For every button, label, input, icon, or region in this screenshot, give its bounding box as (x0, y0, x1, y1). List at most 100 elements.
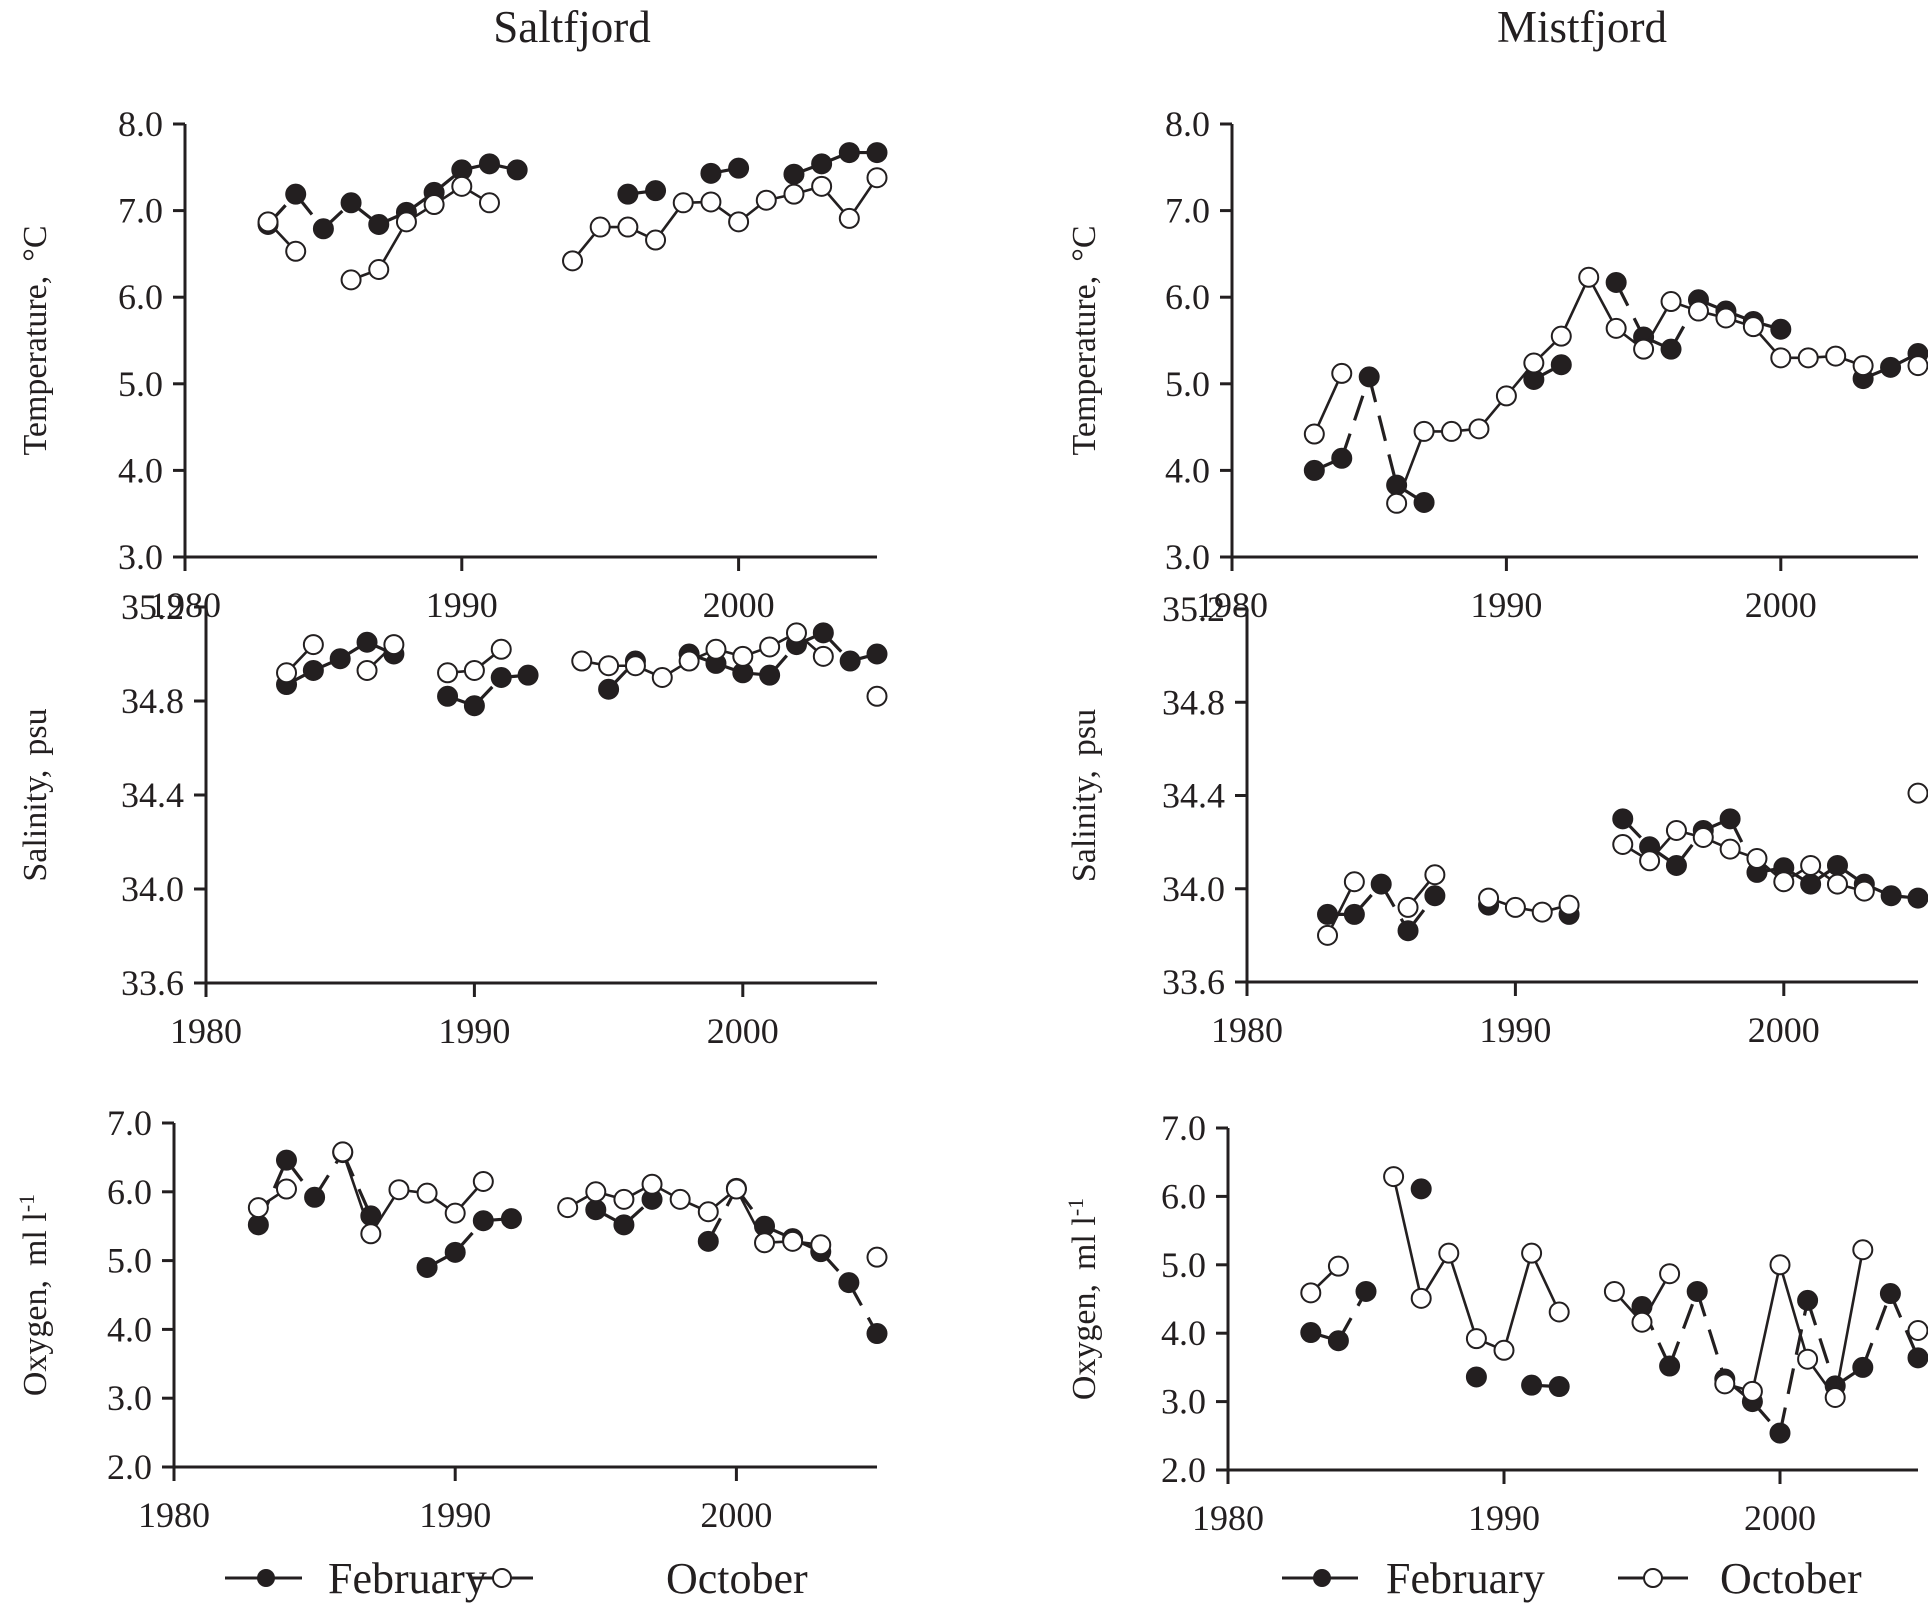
series-segment-february (1778, 1300, 1810, 1434)
data-point-february (329, 648, 351, 670)
data-point-february (1907, 1347, 1928, 1369)
data-point-october (463, 659, 485, 681)
series-segment-october (1313, 372, 1343, 435)
data-point-february (500, 1208, 522, 1230)
y-tick-label: 2.0 (1161, 1450, 1206, 1490)
data-point-february (1355, 1280, 1377, 1302)
x-tick-label: 1980 (170, 1011, 242, 1051)
data-point-february (812, 622, 834, 644)
data-point-october (589, 216, 611, 238)
data-point-february (1907, 887, 1928, 909)
data-point-october (838, 207, 860, 229)
y-axis-label: Oxygen, ml l-1 (14, 1194, 54, 1396)
data-point-october (395, 211, 417, 233)
data-point-february (700, 162, 722, 184)
data-point-february (490, 667, 512, 688)
y-tick-label: 5.0 (1161, 1245, 1206, 1285)
data-point-october (624, 655, 646, 677)
x-tick-label: 2000 (1744, 1498, 1816, 1538)
data-point-february (613, 1214, 635, 1236)
data-point-october (1770, 347, 1792, 369)
data-point-february (1343, 903, 1365, 925)
y-tick-label: 8.0 (118, 104, 163, 144)
series-october (1317, 782, 1928, 946)
legend-label-october: October (666, 1554, 808, 1603)
column-title-saltfjord: Saltfjord (493, 2, 650, 52)
legend-left: February October (225, 1554, 808, 1603)
data-point-february (416, 1256, 438, 1278)
y-tick-label: 33.6 (1162, 962, 1225, 1002)
y-axis-label-superscript: -1 (14, 1194, 39, 1212)
legend-marker-october (1643, 1568, 1663, 1588)
series-segment-february (1340, 376, 1371, 459)
y-axis-label-main: Oxygen, (1066, 1284, 1103, 1400)
data-point-october (1558, 894, 1580, 916)
series-segment-october (1502, 1252, 1533, 1351)
data-point-october (1852, 355, 1874, 377)
data-point-october (444, 1202, 466, 1224)
data-point-october (585, 1181, 607, 1203)
data-point-october (368, 258, 390, 280)
data-point-october (1410, 1287, 1432, 1309)
y-tick-label: 6.0 (1165, 277, 1210, 317)
data-point-october (356, 659, 378, 681)
data-point-february (866, 643, 888, 665)
y-tick-label: 4.0 (1165, 450, 1210, 490)
data-point-october (1687, 300, 1709, 322)
data-point-october (247, 1197, 269, 1219)
data-point-october (812, 645, 834, 667)
data-point-february (1413, 491, 1435, 513)
data-point-february (304, 1186, 326, 1208)
x-tick-label: 2000 (1745, 585, 1817, 625)
data-point-february (275, 1149, 297, 1171)
data-point-october (1714, 1373, 1736, 1395)
y-axis-label-unit: psu (17, 708, 54, 755)
data-point-february (1800, 873, 1822, 895)
data-point-october (1659, 1263, 1681, 1285)
data-point-february (444, 1241, 466, 1263)
y-tick-label: 35.2 (121, 587, 184, 627)
y-tick-label: 3.0 (118, 537, 163, 577)
data-point-october (1907, 1319, 1928, 1341)
data-point-october (1548, 1301, 1570, 1323)
data-point-october (571, 650, 593, 672)
data-point-october (1468, 418, 1490, 440)
data-point-october (1465, 1328, 1487, 1350)
series-october (1303, 266, 1928, 514)
data-point-october (416, 1182, 438, 1204)
data-point-october (810, 1234, 832, 1256)
data-point-october (1521, 1242, 1543, 1264)
y-tick-label: 6.0 (118, 277, 163, 317)
data-point-february (645, 180, 667, 202)
y-axis-label-unit: ml l (1066, 1216, 1103, 1270)
y-tick-label: 34.4 (121, 775, 184, 815)
y-axis-label-unit: psu (1066, 709, 1103, 756)
data-point-october (1639, 850, 1661, 872)
data-point-october (598, 655, 620, 677)
data-point-february (1879, 1283, 1901, 1305)
data-point-february (598, 678, 620, 700)
y-tick-label: 3.0 (107, 1378, 152, 1418)
x-tick-label: 1980 (1192, 1498, 1264, 1538)
x-tick-label: 1990 (1470, 585, 1542, 625)
data-point-february (838, 1272, 860, 1294)
data-point-october (759, 636, 781, 658)
data-point-october (755, 189, 777, 211)
data-point-october (1317, 924, 1339, 946)
data-point-october (1742, 316, 1764, 338)
data-point-february (1665, 854, 1687, 876)
data-point-february (585, 1199, 607, 1221)
y-tick-label: 3.0 (1165, 537, 1210, 577)
data-point-february (1331, 447, 1353, 469)
data-point-october (728, 211, 750, 233)
data-point-february (1548, 1376, 1570, 1398)
data-point-october (383, 634, 405, 656)
data-point-february (1370, 873, 1392, 895)
data-point-february (463, 695, 485, 717)
data-point-february (1852, 1356, 1874, 1378)
data-point-february (302, 659, 324, 681)
data-point-february (866, 142, 888, 164)
data-point-october (651, 667, 673, 688)
data-point-february (356, 631, 378, 653)
